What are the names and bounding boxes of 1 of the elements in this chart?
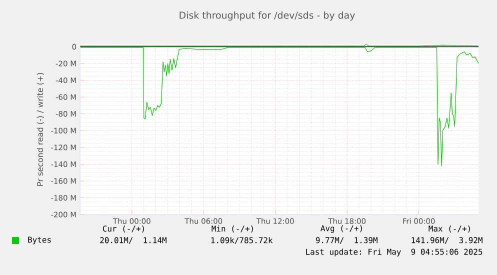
chart-title: Disk throughput for /dev/sds - by day [180,11,355,21]
